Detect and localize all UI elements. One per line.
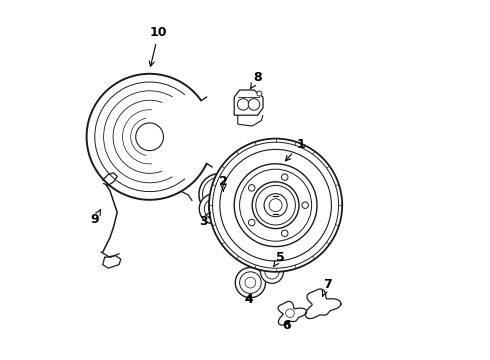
Circle shape: [199, 174, 241, 215]
Polygon shape: [234, 90, 263, 115]
Text: 10: 10: [149, 26, 168, 66]
Text: 1: 1: [286, 138, 305, 161]
Text: 9: 9: [91, 210, 100, 226]
Text: 4: 4: [244, 293, 253, 306]
Circle shape: [281, 174, 288, 180]
Circle shape: [248, 219, 255, 226]
Text: 8: 8: [250, 71, 262, 89]
Circle shape: [261, 260, 284, 283]
Circle shape: [238, 99, 249, 110]
Circle shape: [235, 267, 266, 298]
Circle shape: [234, 164, 317, 247]
Circle shape: [248, 185, 255, 191]
Circle shape: [209, 139, 342, 272]
Circle shape: [252, 182, 299, 229]
Circle shape: [302, 202, 308, 208]
Circle shape: [281, 230, 288, 237]
Text: 5: 5: [273, 251, 285, 267]
Text: 6: 6: [282, 319, 291, 332]
Text: 3: 3: [199, 212, 211, 228]
Circle shape: [199, 194, 229, 224]
Circle shape: [248, 99, 260, 110]
Text: 2: 2: [219, 175, 228, 191]
Text: 7: 7: [322, 278, 331, 296]
Circle shape: [257, 91, 262, 96]
